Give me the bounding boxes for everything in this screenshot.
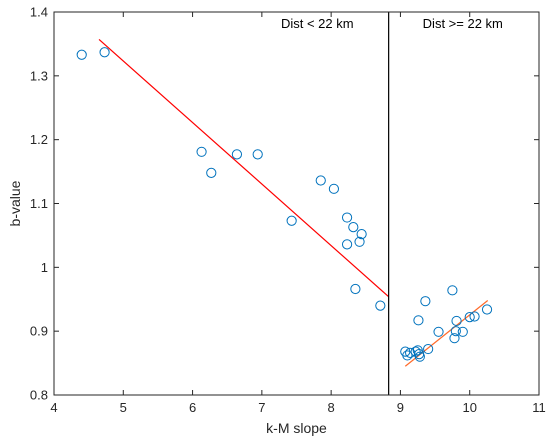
data-point	[231, 149, 243, 160]
data-point	[481, 304, 493, 315]
region-annotation: Dist < 22 km	[281, 16, 354, 31]
y-tick-label: 1.3	[30, 68, 48, 83]
data-point	[464, 312, 475, 323]
x-tick-label: 8	[328, 400, 335, 415]
data-point	[420, 296, 431, 307]
data-point	[356, 229, 367, 240]
data-points	[76, 47, 493, 362]
x-tick-label: 9	[397, 400, 404, 415]
data-point	[315, 175, 326, 186]
data-point	[76, 49, 87, 60]
data-point	[375, 300, 386, 311]
y-tick-label: 0.9	[30, 324, 48, 339]
x-tick-label: 6	[189, 400, 196, 415]
data-point	[286, 215, 297, 226]
data-point	[469, 311, 480, 322]
x-tick-label: 4	[50, 400, 57, 415]
data-point	[252, 149, 263, 160]
data-point	[433, 326, 444, 337]
x-tick-label: 11	[532, 400, 546, 415]
y-tick-label: 1.1	[30, 196, 48, 211]
y-axis-label: b-value	[7, 180, 23, 226]
data-point	[354, 236, 365, 247]
data-point	[99, 47, 110, 58]
plot-area	[54, 12, 539, 395]
data-point	[451, 315, 462, 327]
data-point	[341, 239, 353, 250]
x-tick-label: 7	[258, 400, 265, 415]
y-axis-ticks: 0.8 0.9 1 1.1 1.2 1.3 1.4	[30, 5, 539, 403]
y-tick-label: 1.4	[30, 5, 48, 20]
x-axis-label: k-M slope	[266, 420, 327, 436]
data-point	[447, 285, 458, 296]
data-point	[196, 146, 207, 157]
y-tick-label: 1	[41, 260, 48, 275]
annotations: Dist < 22 km Dist >= 22 km	[281, 16, 503, 31]
x-tick-label: 5	[120, 400, 127, 415]
x-tick-label: 10	[462, 400, 476, 415]
data-point	[328, 183, 340, 194]
data-point	[423, 343, 434, 355]
x-axis-ticks: 4 5 6 7 8 9 10 11	[50, 12, 546, 415]
data-point	[341, 212, 353, 223]
data-point	[348, 222, 359, 233]
data-point	[413, 315, 424, 326]
data-point	[449, 333, 460, 344]
fit-line	[98, 38, 390, 298]
data-point	[402, 350, 413, 361]
data-point	[450, 326, 461, 337]
data-point	[350, 283, 361, 295]
data-point	[457, 326, 468, 337]
data-point	[414, 351, 425, 362]
y-tick-label: 0.8	[30, 388, 48, 403]
region-annotation: Dist >= 22 km	[423, 16, 503, 31]
data-point	[206, 167, 217, 178]
y-tick-label: 1.2	[30, 132, 48, 147]
